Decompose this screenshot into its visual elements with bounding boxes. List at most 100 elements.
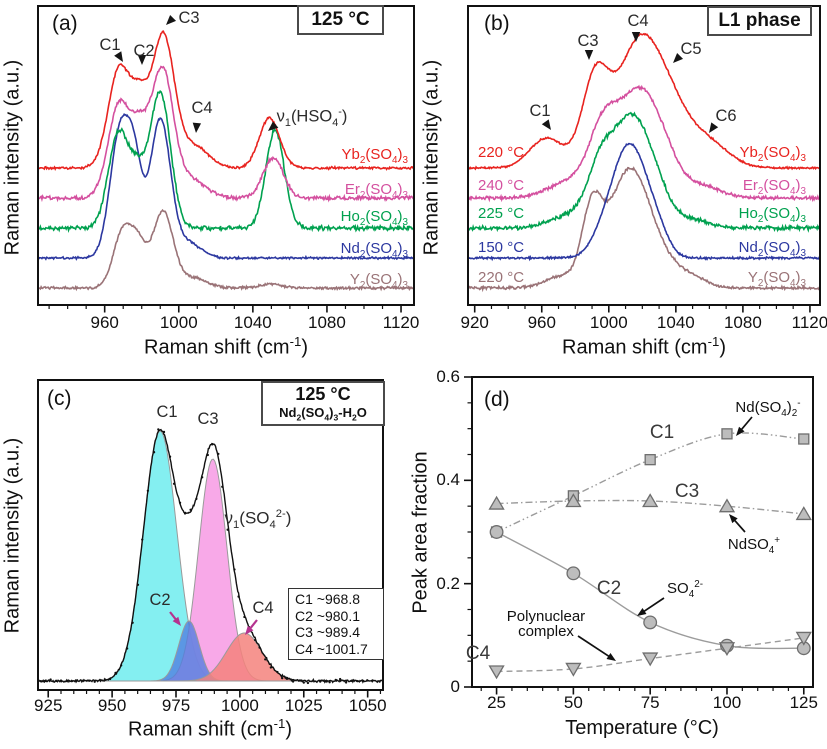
series-label-c2: C2 [596,578,622,599]
trace-label: Er2(SO4)3 [344,181,408,201]
data-point-dot [328,681,331,684]
panel-d-xaxis-title: Temperature (°C) [565,717,719,739]
band-assignment-label: ν1(SO42-) [224,508,292,532]
x-tick-label: 975 [161,696,191,715]
data-point-dot [334,678,337,681]
annotation-text-4: complex [518,623,574,640]
y-tick-label: 0.4 [436,470,460,490]
panel-a-yaxis-title: Raman intensity (a.u.) [1,59,24,256]
x-tick-label: 125 [789,693,818,712]
x-tick-label: 1120 [791,313,827,332]
panel-a-letter: (a) [52,12,78,35]
x-axis-ticks-c [47,690,382,698]
panel-c-letter: (c) [47,387,72,410]
x-tick-label: 50 [563,693,583,712]
x-tick-label: 1025 [284,696,323,715]
temperature-label: 240 °C [478,177,525,194]
peak-table-row: C3 ~989.4 [295,624,360,640]
component-label-c4: C4 [252,599,274,617]
data-point-dot [99,679,102,682]
x-tick-label: 920 [460,313,489,332]
spectrum-trace-yb2so43 [469,32,819,171]
peak-label-b: C3 [577,32,599,50]
data-point-dot [211,443,214,446]
data-point-dot [70,679,73,683]
peak-pointer-icon [709,122,719,133]
x-tick-label: 925 [34,696,63,715]
peak-pointer-icon [673,52,684,63]
data-point-dot [168,455,172,458]
panel-c-condition-badge: 125 °C Nd2(SO4)3-H2O [261,381,385,426]
x-tick-label: 25 [487,693,507,712]
x-tick-label: 1040 [233,313,272,332]
peak-pointer-icon [584,50,594,60]
peak-label-b: C5 [680,40,702,58]
annotation-arrowhead-icon [245,625,254,635]
data-point-dot [269,666,272,669]
data-point-dot [366,679,369,682]
data-point-dot [302,681,305,684]
marker-triangle-down-c4 [488,665,505,680]
series-label-c3: C3 [674,481,700,502]
y-tick-label: 0.6 [436,367,460,386]
spectrum-trace-yb2so43 [39,30,413,171]
annotation-text-3: Polynuclear [506,608,586,625]
data-point-dot [141,538,144,541]
data-point-dot [324,680,327,683]
temperature-label: 220 °C [478,144,525,161]
data-point-dot [281,677,284,680]
fitted-peaks [39,428,382,685]
marker-triangle-up-c3 [642,493,659,508]
data-point-dot [65,679,68,683]
series-label-c1: C1 [649,422,675,443]
annotation-arrowhead-icon [637,608,647,616]
x-axis-ticks-d [480,687,805,695]
data-point-dot [355,679,359,683]
peak-table-row: C1 ~968.8 [295,591,360,607]
x-tick-label: 1050 [348,696,387,715]
temperature-label: 150 °C [478,239,525,256]
temperature-label: 225 °C [478,205,525,222]
panel-d-letter: (d) [484,388,510,411]
panel-d-yaxis-title: Peak area fraction [409,451,432,614]
data-point-dot [254,638,257,642]
data-point-dot [157,428,160,431]
peak-label-a: C1 [99,36,121,54]
plot-frame [467,5,821,306]
panel-a-condition-badge: 125 °C [297,5,384,35]
data-point-dot [285,677,289,680]
annotation-arrowhead-icon [736,426,745,436]
trace-label: Yb2(SO4)3 [341,146,408,166]
spectrum-trace-nd2so43 [469,142,819,262]
data-point-dot [350,679,353,683]
annotation-arrow [577,635,612,659]
x-tick-label: 960 [90,313,119,332]
data-point-dot [183,512,187,515]
marker-triangle-down-c4 [565,662,582,677]
data-point-dot [131,621,134,624]
data-point-dot [172,482,176,485]
panel-b-phase-badge: L1 phase [707,6,812,36]
data-point-dot [195,497,198,501]
trace-label: Nd2(SO4)3 [340,240,408,260]
data-point-dot [217,452,220,456]
data-point-dot [146,489,150,492]
data-point-dot [44,679,47,683]
panel-c-yaxis-title: Raman intensity (a.u.) [1,437,24,634]
x-tick-label: 1120 [382,313,420,332]
data-point-dot [49,678,52,681]
peak-pointer-icon [631,32,641,42]
series-d [488,428,812,680]
data-point-dot [152,451,156,454]
series-label-c4: C4 [465,643,491,664]
panel-b-yaxis-title: Raman intensity (a.u.) [420,59,443,256]
marker-circle-c2 [489,525,504,539]
data-point-dot [75,679,79,682]
trace-label: Ho2(SO4)3 [340,208,408,228]
marker-square-c1 [798,433,810,445]
peak-label-b: C6 [715,107,737,125]
data-point-dot [276,670,279,674]
annotation-text-1: NdSO4+ [727,535,781,556]
peak-position-table: C1 ~968.8 C2 ~980.1 C3 ~989.4 C4 ~1001.7 [288,588,384,660]
spectrum-trace-ho2so43 [39,90,413,234]
